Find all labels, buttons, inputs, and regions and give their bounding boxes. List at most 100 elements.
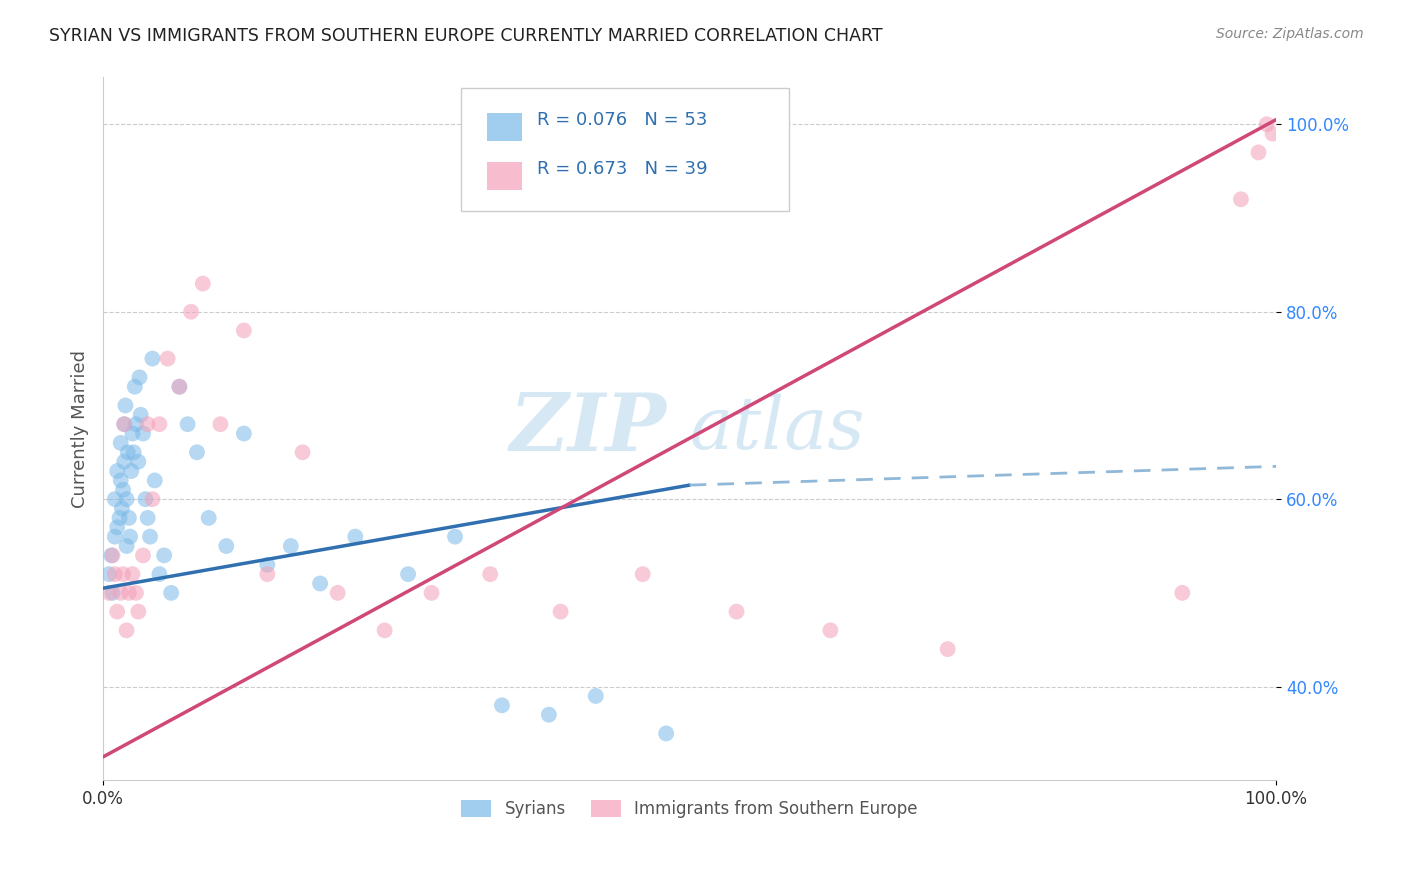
Point: [537, 707, 560, 722]
Point: [129, 408, 152, 422]
Point: [112, 455, 135, 469]
Text: ZIP: ZIP: [509, 390, 666, 467]
Point: [169, 380, 191, 394]
Point: [1230, 192, 1253, 206]
Point: [232, 323, 254, 337]
Point: [1261, 127, 1284, 141]
Point: [725, 605, 748, 619]
FancyBboxPatch shape: [461, 88, 789, 211]
Point: [110, 436, 132, 450]
Point: [141, 351, 163, 366]
Point: [132, 426, 155, 441]
Point: [209, 417, 232, 432]
Point: [153, 549, 176, 563]
Point: [101, 586, 124, 600]
Point: [120, 530, 142, 544]
Point: [936, 642, 959, 657]
Point: [215, 539, 238, 553]
Point: [111, 501, 134, 516]
Point: [280, 539, 302, 553]
Point: [491, 698, 513, 713]
Point: [420, 586, 443, 600]
Point: [104, 492, 127, 507]
Point: [115, 492, 138, 507]
Point: [120, 464, 142, 478]
Point: [479, 567, 502, 582]
Point: [232, 426, 254, 441]
Point: [115, 539, 138, 553]
Point: [112, 567, 135, 582]
Point: [326, 586, 349, 600]
Point: [98, 586, 121, 600]
Point: [112, 417, 135, 432]
Point: [1171, 586, 1194, 600]
Point: [444, 530, 467, 544]
Point: [108, 511, 131, 525]
Point: [134, 492, 156, 507]
Point: [118, 511, 141, 525]
Y-axis label: Currently Married: Currently Married: [72, 350, 89, 508]
Point: [191, 277, 214, 291]
Point: [127, 455, 149, 469]
Point: [1053, 811, 1076, 825]
Point: [197, 511, 219, 525]
Point: [118, 586, 141, 600]
Point: [160, 586, 183, 600]
Point: [631, 567, 654, 582]
Point: [105, 605, 128, 619]
Point: [124, 380, 146, 394]
Point: [112, 417, 135, 432]
Point: [121, 567, 143, 582]
Point: [176, 417, 198, 432]
Point: [125, 586, 148, 600]
Point: [180, 304, 202, 318]
Point: [136, 511, 159, 525]
Point: [655, 726, 678, 740]
Legend: Syrians, Immigrants from Southern Europe: Syrians, Immigrants from Southern Europe: [454, 793, 925, 825]
Point: [143, 474, 166, 488]
FancyBboxPatch shape: [486, 112, 522, 141]
Point: [291, 445, 314, 459]
Text: atlas: atlas: [689, 393, 865, 464]
Point: [132, 549, 155, 563]
Point: [344, 530, 367, 544]
Point: [156, 351, 179, 366]
Point: [105, 464, 128, 478]
Point: [820, 624, 842, 638]
Point: [169, 380, 191, 394]
Text: SYRIAN VS IMMIGRANTS FROM SOUTHERN EUROPE CURRENTLY MARRIED CORRELATION CHART: SYRIAN VS IMMIGRANTS FROM SOUTHERN EUROP…: [49, 27, 883, 45]
Point: [256, 567, 278, 582]
Point: [121, 426, 143, 441]
Point: [1247, 145, 1270, 160]
Point: [105, 520, 128, 534]
Point: [139, 530, 162, 544]
Text: Source: ZipAtlas.com: Source: ZipAtlas.com: [1216, 27, 1364, 41]
Point: [117, 445, 139, 459]
Point: [115, 624, 138, 638]
Point: [125, 417, 148, 432]
Point: [100, 549, 122, 563]
Point: [550, 605, 572, 619]
Text: R = 0.673   N = 39: R = 0.673 N = 39: [537, 160, 707, 178]
Point: [112, 483, 135, 497]
Point: [127, 605, 149, 619]
Point: [585, 689, 607, 703]
Point: [128, 370, 150, 384]
Point: [374, 624, 396, 638]
Point: [396, 567, 419, 582]
FancyBboxPatch shape: [486, 161, 522, 190]
Point: [148, 417, 170, 432]
Point: [122, 445, 145, 459]
Point: [114, 399, 136, 413]
Point: [186, 445, 208, 459]
Point: [309, 576, 332, 591]
Point: [141, 492, 163, 507]
Point: [256, 558, 278, 572]
Point: [110, 474, 132, 488]
Point: [104, 567, 127, 582]
Point: [98, 567, 121, 582]
Point: [1256, 117, 1278, 131]
Point: [101, 549, 124, 563]
Text: R = 0.076   N = 53: R = 0.076 N = 53: [537, 111, 707, 128]
Point: [104, 530, 127, 544]
